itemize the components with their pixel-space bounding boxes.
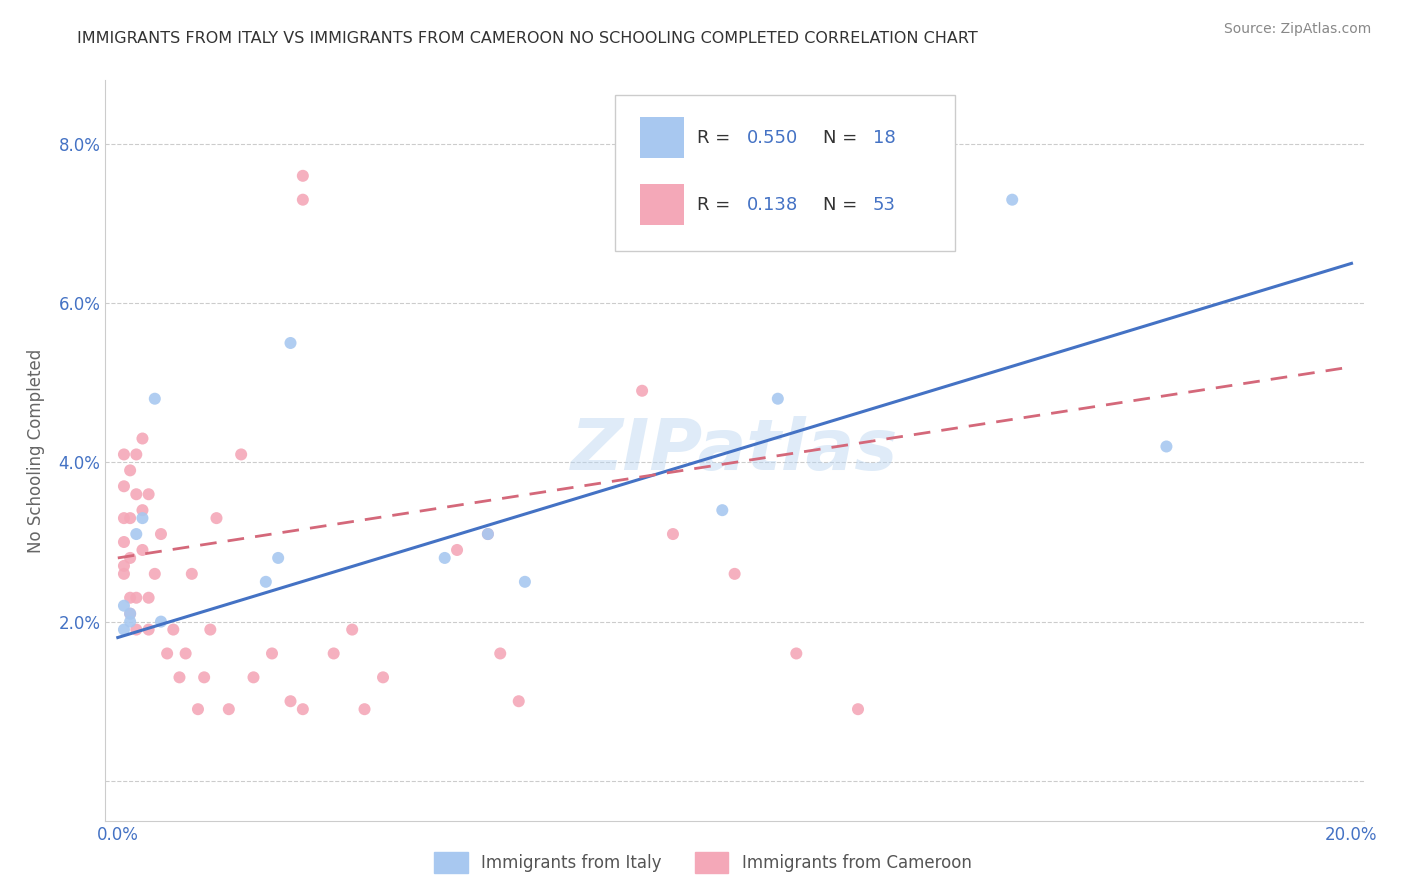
FancyBboxPatch shape	[640, 117, 685, 158]
Point	[174, 647, 197, 661]
Point	[125, 487, 148, 501]
Point	[180, 566, 202, 581]
Point	[112, 447, 135, 461]
Point	[477, 527, 499, 541]
Point	[711, 503, 734, 517]
Point	[131, 503, 153, 517]
Point	[260, 647, 283, 661]
Point	[162, 623, 184, 637]
Point	[433, 550, 456, 565]
Point	[353, 702, 375, 716]
Point	[489, 647, 512, 661]
Point	[125, 623, 148, 637]
Point	[187, 702, 209, 716]
Point	[169, 670, 191, 684]
Point	[138, 623, 160, 637]
Text: IMMIGRANTS FROM ITALY VS IMMIGRANTS FROM CAMEROON NO SCHOOLING COMPLETED CORRELA: IMMIGRANTS FROM ITALY VS IMMIGRANTS FROM…	[77, 31, 979, 46]
Point	[291, 169, 314, 183]
Point	[125, 591, 148, 605]
Point	[508, 694, 530, 708]
Text: N =: N =	[823, 129, 863, 147]
Point	[631, 384, 654, 398]
Point	[371, 670, 394, 684]
Point	[322, 647, 344, 661]
Point	[267, 550, 290, 565]
Point	[662, 527, 685, 541]
Point	[125, 447, 148, 461]
Point	[112, 623, 135, 637]
Text: R =: R =	[697, 195, 735, 214]
Point	[254, 574, 277, 589]
Point	[291, 193, 314, 207]
Point	[766, 392, 789, 406]
Point	[120, 607, 142, 621]
Point	[112, 599, 135, 613]
Point	[120, 463, 142, 477]
Point	[513, 574, 536, 589]
Text: 0.550: 0.550	[747, 129, 799, 147]
Text: R =: R =	[697, 129, 735, 147]
Point	[120, 591, 142, 605]
Point	[280, 336, 302, 351]
Text: Source: ZipAtlas.com: Source: ZipAtlas.com	[1223, 22, 1371, 37]
Point	[112, 566, 135, 581]
Point	[143, 566, 166, 581]
Text: 53: 53	[873, 195, 896, 214]
Point	[723, 566, 745, 581]
FancyBboxPatch shape	[640, 184, 685, 225]
Point	[231, 447, 253, 461]
Point	[200, 623, 222, 637]
Point	[785, 647, 807, 661]
Point	[112, 535, 135, 549]
Point	[143, 392, 166, 406]
Text: N =: N =	[823, 195, 863, 214]
Point	[112, 479, 135, 493]
Text: 18: 18	[873, 129, 896, 147]
Y-axis label: No Schooling Completed: No Schooling Completed	[27, 349, 45, 552]
Point	[120, 550, 142, 565]
Point	[120, 511, 142, 525]
Point	[120, 607, 142, 621]
Point	[149, 527, 172, 541]
Point	[131, 511, 153, 525]
Point	[1156, 440, 1178, 454]
Point	[125, 527, 148, 541]
Point	[205, 511, 228, 525]
Legend: Immigrants from Italy, Immigrants from Cameroon: Immigrants from Italy, Immigrants from C…	[427, 846, 979, 880]
Point	[131, 543, 153, 558]
Point	[156, 647, 179, 661]
Text: ZIPatlas: ZIPatlas	[571, 416, 898, 485]
Point	[846, 702, 869, 716]
Point	[131, 432, 153, 446]
Point	[193, 670, 215, 684]
Point	[280, 694, 302, 708]
Point	[340, 623, 363, 637]
Point	[138, 591, 160, 605]
Point	[112, 558, 135, 573]
FancyBboxPatch shape	[614, 95, 955, 251]
Point	[112, 511, 135, 525]
Point	[446, 543, 468, 558]
Point	[149, 615, 172, 629]
Point	[291, 702, 314, 716]
Point	[120, 615, 142, 629]
Point	[477, 527, 499, 541]
Point	[138, 487, 160, 501]
Point	[218, 702, 240, 716]
Point	[1001, 193, 1024, 207]
Text: 0.138: 0.138	[747, 195, 799, 214]
Point	[242, 670, 264, 684]
